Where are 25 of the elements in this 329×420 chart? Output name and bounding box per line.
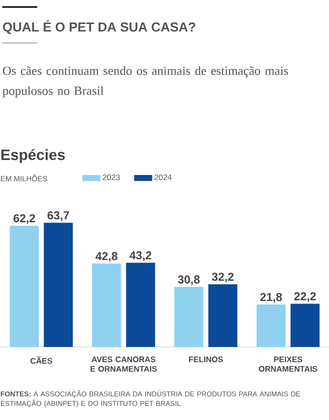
data-label: 62,2: [13, 214, 35, 224]
data-label: 30,8: [178, 275, 200, 286]
data-label: 22,2: [294, 292, 316, 302]
x-tick-label: AVES CANORAS E ORNAMENTAIS: [90, 356, 157, 372]
bar: [44, 222, 73, 347]
data-label: 21,8: [260, 292, 282, 303]
bar: [174, 286, 204, 347]
data-label: 43,2: [129, 251, 152, 262]
data-label: 42,8: [95, 252, 118, 262]
chart-subtitle: Os cães continuam sendo os animais de estimação mais populosos no Brasil: [2, 66, 288, 98]
x-tick-label: PEIXES ORNAMENTAIS: [258, 356, 318, 372]
data-label: 32,2: [212, 272, 234, 282]
x-tick-label: CÃES: [30, 356, 52, 364]
legend-label: 2024: [154, 174, 172, 180]
text: Espécies: [1, 148, 65, 164]
bar: [256, 304, 286, 347]
x-tick-label: FELINOS: [188, 356, 223, 362]
legend-label: 2023: [102, 174, 120, 180]
bar: [208, 284, 238, 347]
bar: [92, 264, 121, 347]
data-label: 63,7: [47, 211, 69, 222]
bar: [290, 304, 320, 347]
chart-title: QUAL É O PET DA SUA CASA?: [2, 20, 196, 34]
bar: [126, 262, 155, 347]
bar: [10, 226, 39, 347]
